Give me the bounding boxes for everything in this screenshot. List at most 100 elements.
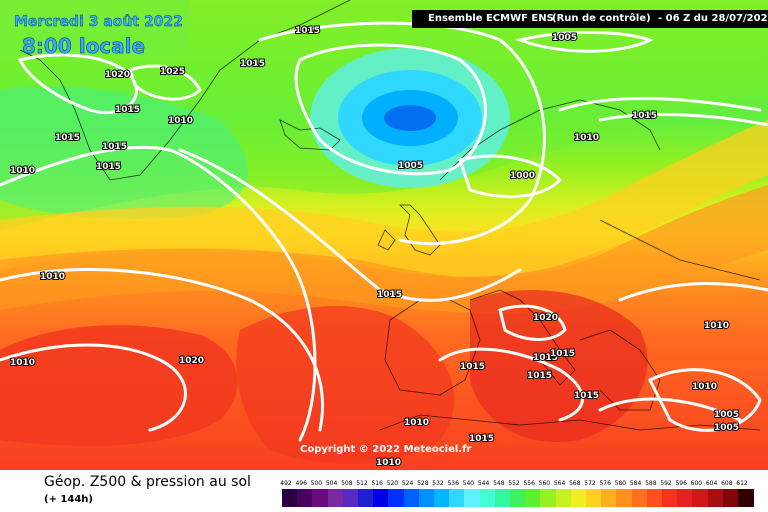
scale-label: 520	[386, 480, 399, 487]
iso-label: 1010	[404, 418, 429, 428]
iso-label: 1000	[510, 171, 535, 181]
scale-swatch	[327, 489, 344, 507]
scale-swatch	[358, 489, 374, 507]
forecast-date: Mercredi 3 août 2022	[14, 14, 183, 30]
scale-label: 496	[295, 480, 307, 487]
isobar-1020-greenland	[17, 53, 138, 115]
scale-label: 580	[614, 480, 627, 487]
scale-swatch	[570, 489, 587, 507]
scale-label: 596	[675, 480, 687, 487]
iso-label: 1010	[376, 458, 401, 468]
forecast-time: 8:00 locale	[22, 34, 146, 59]
scale-swatch	[738, 489, 754, 507]
scale-label: 544	[477, 480, 490, 487]
scale-swatch	[282, 489, 298, 507]
scale-label: 604	[705, 480, 718, 487]
run-info-box: Ensemble ECMWF ENS (Run de contrôle) - 0…	[412, 10, 768, 28]
iso-label: 1015	[295, 26, 320, 36]
scale-swatch	[510, 489, 526, 507]
iso-label: 1010	[10, 358, 35, 368]
iberia-coast	[384, 299, 481, 396]
scale-label: 608	[721, 480, 733, 487]
scale-label: 564	[553, 480, 566, 487]
red-patch-west	[0, 325, 238, 446]
isobar-labels: 1015 1020 1025 1015 1010 1015 1015 1015 …	[9, 25, 740, 469]
scale-swatch	[662, 489, 678, 507]
scale-label: 500	[310, 480, 323, 487]
scale-swatch	[388, 489, 405, 507]
legend-subtitle: (+ 144h)	[44, 494, 93, 505]
iso-label: 1015	[55, 133, 80, 143]
greenland-coast	[19, 0, 351, 181]
scale-swatch	[403, 489, 420, 507]
iso-label: 1015	[574, 391, 599, 401]
model-name: Ensemble ECMWF ENS	[428, 13, 554, 24]
isobar-1010-west	[0, 268, 324, 432]
scale-label: 528	[417, 480, 429, 487]
scale-swatch	[449, 489, 465, 507]
isobar-1005-north	[514, 31, 654, 53]
yellow-band	[0, 120, 768, 277]
iso-label: 1010	[40, 272, 65, 282]
scale-swatch	[555, 489, 572, 507]
iso-label: 1010	[168, 116, 193, 126]
low-core	[384, 105, 436, 131]
scale-label: 552	[508, 480, 520, 487]
ireland-coast	[377, 229, 396, 251]
uk-coast	[399, 204, 441, 256]
isobar-1010-scand	[558, 96, 762, 112]
north-africa-coast	[379, 414, 761, 431]
scale-swatch	[692, 489, 709, 507]
isobar-1010-balkan	[618, 281, 768, 302]
iso-label: 1015	[377, 290, 402, 300]
scale-label: 600	[690, 480, 703, 487]
scale-swatch	[540, 489, 557, 507]
iso-label: 1015	[115, 105, 140, 115]
isobar-1010-se	[598, 397, 742, 422]
scale-swatch	[342, 489, 359, 507]
balkans-coast	[579, 329, 661, 411]
scale-label: 592	[660, 480, 672, 487]
scale-swatch	[312, 489, 329, 507]
scale-swatch	[494, 489, 511, 507]
isobar-1015-atlantic	[0, 145, 317, 442]
iso-label: 1015	[102, 142, 127, 152]
scale-swatch	[434, 489, 450, 507]
scale-swatch	[601, 489, 617, 507]
scale-label: 512	[356, 480, 368, 487]
scale-label: 540	[462, 480, 475, 487]
isobar-1015-med	[438, 347, 584, 422]
isobar-1015-east	[598, 113, 768, 127]
scale-label: 508	[341, 480, 353, 487]
isobar-1010-low	[258, 21, 546, 246]
scale-label: 612	[736, 480, 748, 487]
iso-label: 1010	[704, 321, 729, 331]
scale-label: 572	[584, 480, 596, 487]
scale-label: 536	[447, 480, 459, 487]
iso-label: 1010	[692, 382, 717, 392]
scale-label: 556	[523, 480, 535, 487]
weather-map: 1015 1020 1025 1015 1010 1015 1015 1015 …	[0, 0, 768, 470]
iso-label: 1015	[460, 362, 485, 372]
iso-label: 1010	[10, 166, 35, 176]
iso-label: 1015	[96, 162, 121, 172]
iso-label: 1015	[533, 353, 558, 363]
isobar-1020-west	[0, 343, 187, 432]
scale-swatch	[464, 489, 481, 507]
italy-coast	[469, 289, 576, 386]
isobar-1025-greenland	[128, 64, 202, 101]
iso-label: 1025	[160, 67, 185, 77]
scale-label: 504	[325, 480, 338, 487]
scale-label: 560	[538, 480, 551, 487]
legend-title: Géop. Z500 & pression au sol	[44, 474, 251, 490]
red-patch-east	[470, 290, 648, 442]
scale-label: 588	[645, 480, 657, 487]
run-time: - 06 Z du 28/07/2022	[658, 13, 768, 24]
scale-swatch	[616, 489, 633, 507]
isobar-1005-low	[294, 43, 487, 176]
isobar-1005-east	[647, 368, 762, 432]
scale-label: 492	[280, 480, 292, 487]
copyright: Copyright © 2022 Meteociel.fr	[300, 444, 472, 455]
iso-label: 1020	[179, 356, 204, 366]
iso-label: 1020	[533, 313, 558, 323]
